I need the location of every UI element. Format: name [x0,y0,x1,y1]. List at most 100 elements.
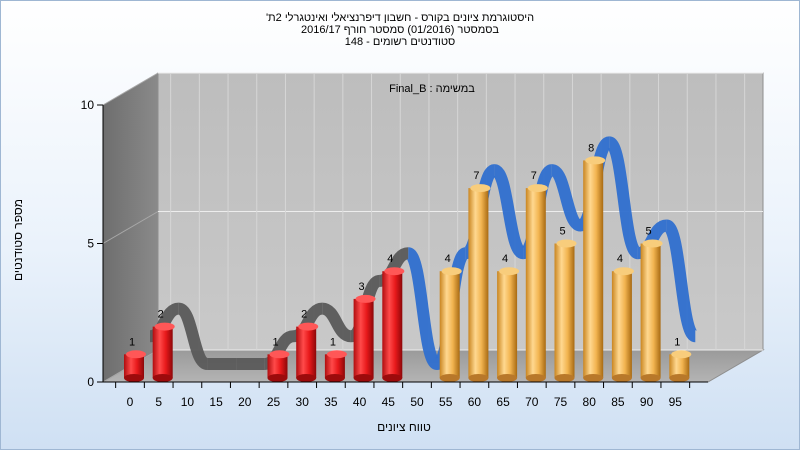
x-tick-label: 75 [554,395,568,409]
bar: 1 [324,336,347,382]
x-tick-label: 65 [496,395,510,409]
bar-top [527,184,548,193]
x-tick-label: 70 [525,395,539,409]
y-tick-label: 0 [87,375,94,389]
bar-body [353,298,374,378]
bar-base [583,374,604,382]
bar-top [384,267,405,276]
x-tick-label: 85 [611,395,625,409]
bar-body [525,188,546,378]
bar-body [152,326,173,378]
x-tick-label: 0 [127,395,134,409]
grid-line-diag [102,211,159,244]
bar: 4 [382,253,405,382]
x-tick-label: 80 [583,395,597,409]
bar-body [124,354,144,378]
y-tick-label: 10 [81,98,95,112]
grid-line-diag [102,72,159,106]
bar-value-label: 1 [330,336,336,348]
bar: 1 [124,336,146,382]
x-tick-label: 20 [238,395,252,409]
bar-value-label: 2 [158,309,164,321]
bar-value-label: 5 [646,226,652,238]
bar-top [355,294,376,303]
trend-ribbon-segment [405,247,441,370]
bar-top [470,184,491,193]
bar-base [554,374,575,382]
bar-base [611,374,632,382]
bar: 4 [611,253,634,382]
bar-top [671,350,692,359]
bar-body [669,354,690,378]
bar-base [296,374,317,382]
bar-value-label: 2 [301,309,307,321]
x-tick-label: 35 [324,395,338,409]
x-tick-label: 40 [353,395,367,409]
bar-value-label: 1 [129,336,135,348]
bar-body [267,354,288,378]
bar-value-label: 4 [617,253,623,265]
bar: 5 [640,226,663,382]
bar-value-label: 4 [445,253,451,265]
bar-top [441,267,462,276]
x-tick-label: 25 [267,395,281,409]
title-line-1: היסטוגרמת ציונים בקורס - חשבון דיפרנציאל… [265,12,535,24]
bar-base [353,374,374,382]
bar-value-label: 4 [502,253,508,265]
bar-value-label: 8 [588,142,594,154]
bar-base [124,374,144,382]
bar-top [499,267,520,276]
bar-body [382,271,403,378]
bar-base [267,374,288,382]
x-tick-label: 95 [669,395,683,409]
y-tick-label: 5 [87,237,94,251]
bar-body [497,271,518,378]
bar-body [324,354,345,378]
bar-value-label: 3 [359,281,365,293]
bar-body [439,271,460,378]
title-line-3: סטודנטים רשומים - 148 [344,36,456,48]
bar-base [439,374,460,382]
bar-base [468,374,489,382]
bar-base [669,374,690,382]
bar: 8 [583,142,606,382]
bar-top [556,239,577,248]
bar-body [296,326,317,378]
trend-ribbon-segment [320,302,353,343]
bar: 5 [554,226,577,382]
bar-body [468,188,489,378]
bar: 7 [468,170,491,382]
bar: 3 [353,281,376,382]
bar-base [640,374,661,382]
x-tick-label: 10 [181,395,195,409]
bar-top [269,350,290,359]
bar-base [525,374,546,382]
x-tick-label: 5 [155,395,162,409]
x-tick-label: 90 [640,395,654,409]
bar-value-label: 1 [272,336,278,348]
bar: 2 [152,309,175,382]
bar-body [640,243,661,378]
bar-body [611,271,632,378]
bar-body [583,160,604,378]
bar-top [298,322,319,331]
bar: 1 [267,336,290,382]
trend-ribbon-segment [176,302,210,370]
bar-base [382,374,403,382]
bar-top [126,350,146,359]
bar-value-label: 5 [559,226,565,238]
bar: 7 [525,170,548,382]
chart-annotation: במשימה : Final_B [389,83,475,95]
bar: 4 [439,253,462,382]
x-tick-label: 15 [209,395,223,409]
chart-title: היסטוגרמת ציונים בקורס - חשבון דיפרנציאל… [0,12,800,48]
bar-top [154,322,175,331]
bar: 4 [497,253,520,382]
bar-value-label: 1 [674,336,680,348]
x-tick-label: 45 [382,395,396,409]
trend-ribbon-segment [549,164,583,232]
trend-ribbon-segment [605,136,642,260]
bar-body [554,243,575,378]
bar-top [613,267,634,276]
